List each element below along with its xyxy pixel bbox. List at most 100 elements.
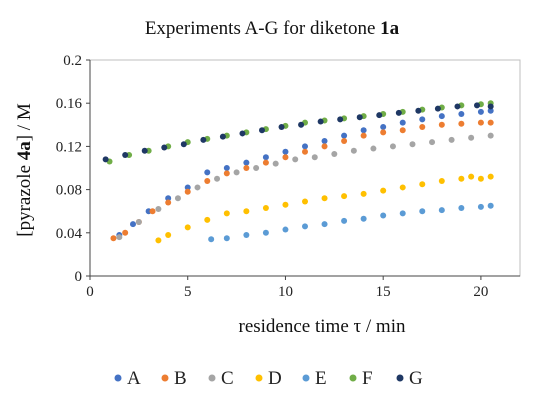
data-point-e [380,212,387,219]
x-axis-label: residence time τ / min [239,316,406,337]
data-point-b [360,132,367,139]
x-tick-label: 15 [376,284,391,300]
legend-label: E [315,368,327,389]
data-point-c [155,206,162,213]
y-tick-label: 0 [75,269,83,285]
legend-marker [208,374,216,382]
data-point-d [458,175,465,182]
legend-label: C [221,368,234,389]
data-point-g [180,141,187,148]
data-point-e [208,236,215,243]
x-axis-ticks: 0 5 10 15 20 [86,276,488,300]
data-point-e [399,210,406,217]
y-axis-label-suffix: ] / M [14,103,35,141]
data-point-g [337,116,344,123]
data-point-g [454,103,461,110]
data-point-g [415,107,422,114]
series-b [110,119,494,242]
data-point-c [135,219,142,225]
data-point-b [321,143,328,150]
data-point-a [477,108,484,115]
data-point-e [360,215,367,222]
data-point-b [110,235,117,242]
legend-marker [302,374,310,382]
data-point-b [204,177,211,184]
data-point-a [487,107,494,114]
legend-item-f: F [349,368,373,389]
legend-item-a: A [114,368,141,389]
data-points [102,100,494,244]
legend-marker [396,374,404,382]
data-point-d [155,237,162,244]
series-e [208,202,494,243]
chart-title-text: Experiments A-G for diketone [145,18,380,39]
data-point-c [389,143,396,150]
y-axis-label-prefix: [pyrazole [14,160,35,236]
data-point-d [419,181,426,188]
data-point-a [438,113,445,120]
data-point-a [204,169,211,176]
data-point-c [174,195,181,202]
data-point-d [165,231,172,238]
data-point-b [341,138,348,144]
data-point-a [302,143,308,150]
data-point-d [380,187,387,194]
data-point-e [282,226,289,233]
data-point-g [487,103,494,110]
data-point-g [239,130,246,137]
x-tick-label: 10 [278,284,293,300]
data-point-c [292,156,299,163]
data-point-e [438,207,445,214]
legend-label: D [268,368,282,389]
data-point-c [214,175,221,182]
data-point-g [200,136,207,143]
y-tick-label: 0.08 [56,183,82,199]
plot-area: 0 5 10 15 20 0 0.04 0.08 0.12 0.16 0.2 [56,53,521,300]
y-tick-label: 0.04 [56,226,83,242]
data-point-d [204,216,211,223]
data-point-a [419,116,426,123]
data-point-b [262,159,269,166]
chart-title-compound: 1a [380,18,400,39]
data-point-a [184,184,191,191]
data-point-d [477,175,484,182]
data-point-d [321,195,328,202]
data-point-c [194,184,201,191]
data-point-e [477,203,484,210]
legend-marker [114,374,122,382]
legend-label: A [127,368,141,389]
x-tick-label: 5 [184,284,192,300]
data-point-g [161,144,168,151]
legend-item-g: G [396,368,423,389]
data-point-c [253,165,260,171]
data-point-b [165,199,172,206]
data-point-e [302,223,308,230]
data-point-b [438,121,445,128]
series-a [116,107,494,238]
data-point-a [243,159,250,166]
legend-item-b: B [161,368,187,389]
legend-label: B [174,368,187,389]
legend-item-d: D [255,368,282,389]
chart-title: Experiments A-G for diketone 1a [145,18,400,39]
y-tick-label: 0.2 [63,53,82,69]
data-point-c [331,150,338,157]
data-point-b [122,229,129,236]
data-point-c [487,132,494,139]
data-point-a [399,119,406,126]
legend-label: F [362,368,373,389]
series-g [102,102,494,163]
data-point-c [370,145,377,152]
data-point-a [130,221,136,228]
data-point-b [302,148,308,155]
data-point-a [165,195,172,202]
y-tick-label: 0.12 [56,139,82,155]
data-point-g [219,133,226,140]
y-axis-label-compound: 4a [14,141,35,161]
data-point-d [399,184,406,191]
data-point-g [278,123,285,130]
data-point-e [321,221,328,228]
series-c [116,132,494,241]
data-point-b [243,165,250,171]
